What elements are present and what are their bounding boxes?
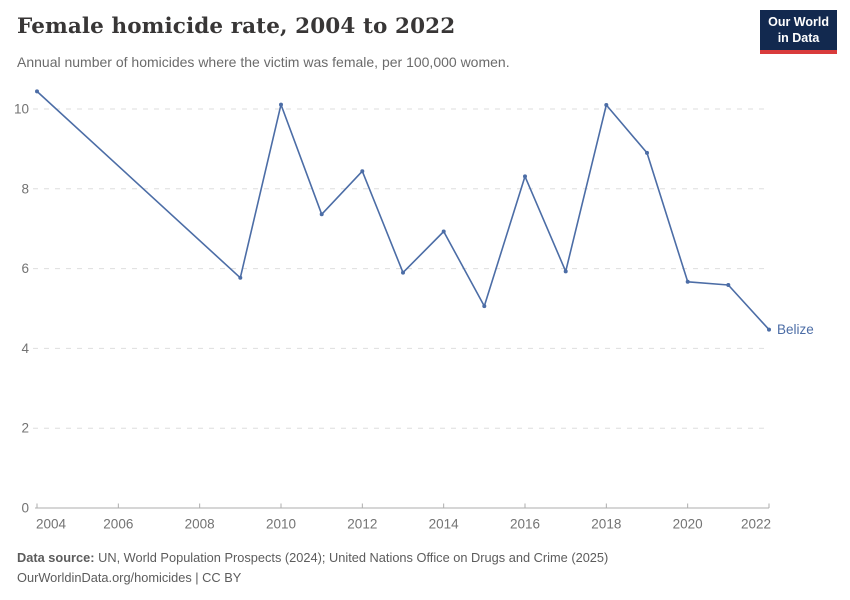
y-tick-label-10: 10 xyxy=(14,102,29,117)
y-tick-label-2: 2 xyxy=(21,421,29,436)
x-tick-label-2012: 2012 xyxy=(347,517,377,532)
data-point-belize-2017[interactable] xyxy=(563,269,568,274)
series-line-belize[interactable] xyxy=(36,90,770,331)
citation-line: OurWorldinData.org/homicides | CC BY xyxy=(17,570,242,586)
owid-logo[interactable]: Our World in Data xyxy=(760,10,837,55)
data-point-belize-2019[interactable] xyxy=(645,150,649,155)
data-point-belize-2014[interactable] xyxy=(441,229,446,234)
data-point-belize-2020[interactable] xyxy=(685,279,690,284)
chart-footer: Data source: UN, World Population Prospe… xyxy=(17,548,833,589)
x-tick-label-2014: 2014 xyxy=(429,517,460,532)
y-tick-label-0: 0 xyxy=(21,501,29,516)
data-point-belize-2016[interactable] xyxy=(523,174,527,179)
data-source-label: Data source: xyxy=(17,550,95,565)
data-point-belize-2021[interactable] xyxy=(726,283,731,287)
data-point-belize-2004[interactable] xyxy=(35,89,39,94)
data-point-belize-2013[interactable] xyxy=(401,270,405,275)
x-tick-label-2006: 2006 xyxy=(103,517,133,532)
data-point-belize-2009[interactable] xyxy=(238,275,243,280)
data-source-text: UN, World Population Prospects (2024); U… xyxy=(94,550,609,565)
owid-logo-line2: in Data xyxy=(777,30,820,45)
data-point-belize-2022[interactable] xyxy=(767,327,771,332)
data-point-belize-2011[interactable] xyxy=(319,212,324,217)
x-tick-label-2004: 2004 xyxy=(36,517,67,532)
y-tick-label-8: 8 xyxy=(21,181,29,196)
y-tick-label-4: 4 xyxy=(21,341,29,356)
series-end-label: Belize xyxy=(777,322,814,337)
data-point-belize-2010[interactable] xyxy=(279,102,283,107)
data-source-line: Data source: UN, World Population Prospe… xyxy=(17,548,833,568)
x-tick-label-2010: 2010 xyxy=(266,517,296,532)
x-tick-label-2016: 2016 xyxy=(510,517,540,532)
chart-title: Female homicide rate, 2004 to 2022 xyxy=(17,14,456,39)
x-tick-label-2008: 2008 xyxy=(185,517,215,532)
data-point-belize-2012[interactable] xyxy=(360,169,365,174)
y-tick-label-6: 6 xyxy=(21,261,29,276)
data-point-belize-2015[interactable] xyxy=(482,304,487,309)
x-tick-label-2020: 2020 xyxy=(673,517,703,532)
owid-logo-line1: Our World xyxy=(768,15,829,29)
chart-subtitle: Annual number of homicides where the vic… xyxy=(17,54,510,70)
data-point-belize-2018[interactable] xyxy=(604,103,609,107)
x-tick-label-2018: 2018 xyxy=(591,517,621,532)
x-tick-label-2022: 2022 xyxy=(741,517,771,532)
